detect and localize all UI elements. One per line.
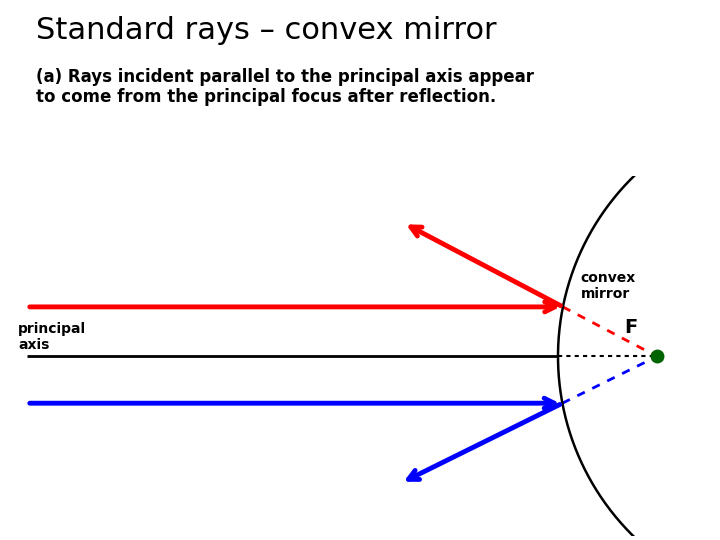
Text: (a) Rays incident parallel to the principal axis appear
to come from the princip: (a) Rays incident parallel to the princi… [36, 68, 534, 106]
Text: principal
axis: principal axis [18, 322, 86, 352]
Text: F: F [624, 318, 637, 336]
Text: convex
mirror: convex mirror [580, 271, 636, 301]
Text: Standard rays – convex mirror: Standard rays – convex mirror [36, 16, 497, 45]
